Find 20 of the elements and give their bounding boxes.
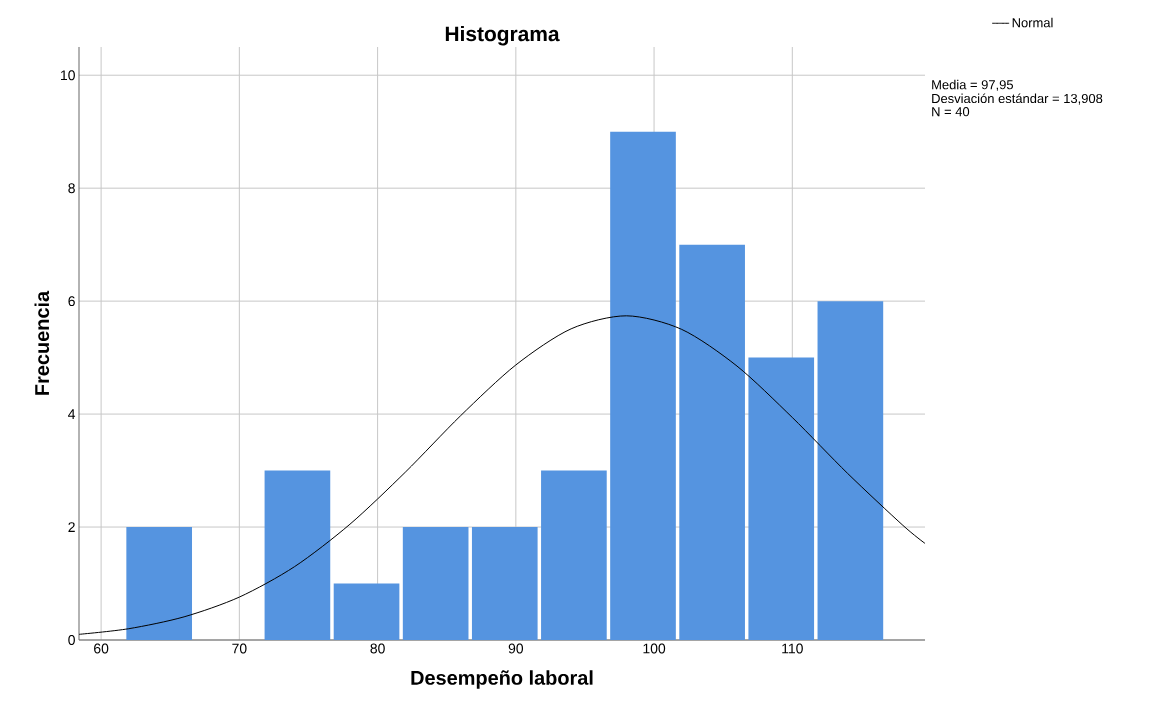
x-tick-label: 110 bbox=[782, 643, 803, 654]
text: N = 40 bbox=[932, 107, 970, 117]
y-tick-label: 6 bbox=[68, 296, 75, 307]
y-tick-label: 8 bbox=[68, 183, 75, 194]
x-axis-title: Desempeño laboral bbox=[411, 670, 593, 689]
legend-label: Normal bbox=[1012, 17, 1053, 28]
chart-title: Histograma bbox=[445, 25, 560, 46]
y-axis-title: Frecuencia bbox=[34, 290, 50, 395]
x-tick-label: 60 bbox=[94, 643, 109, 654]
y-tick-label: 2 bbox=[68, 522, 75, 532]
x-tick-label: 80 bbox=[370, 643, 385, 654]
y-tick-label: 10 bbox=[61, 70, 75, 81]
x-tick-label: 100 bbox=[643, 643, 666, 654]
x-tick-label: 90 bbox=[508, 643, 524, 654]
y-tick-label: 4 bbox=[68, 409, 76, 419]
x-tick-label: 70 bbox=[232, 643, 247, 654]
line-series bbox=[78, 315, 926, 635]
text: Desviación estándar = 13,908 bbox=[932, 93, 1103, 105]
text: Media = 97,95 bbox=[932, 79, 1014, 91]
y-tick-label: 0 bbox=[68, 635, 75, 645]
